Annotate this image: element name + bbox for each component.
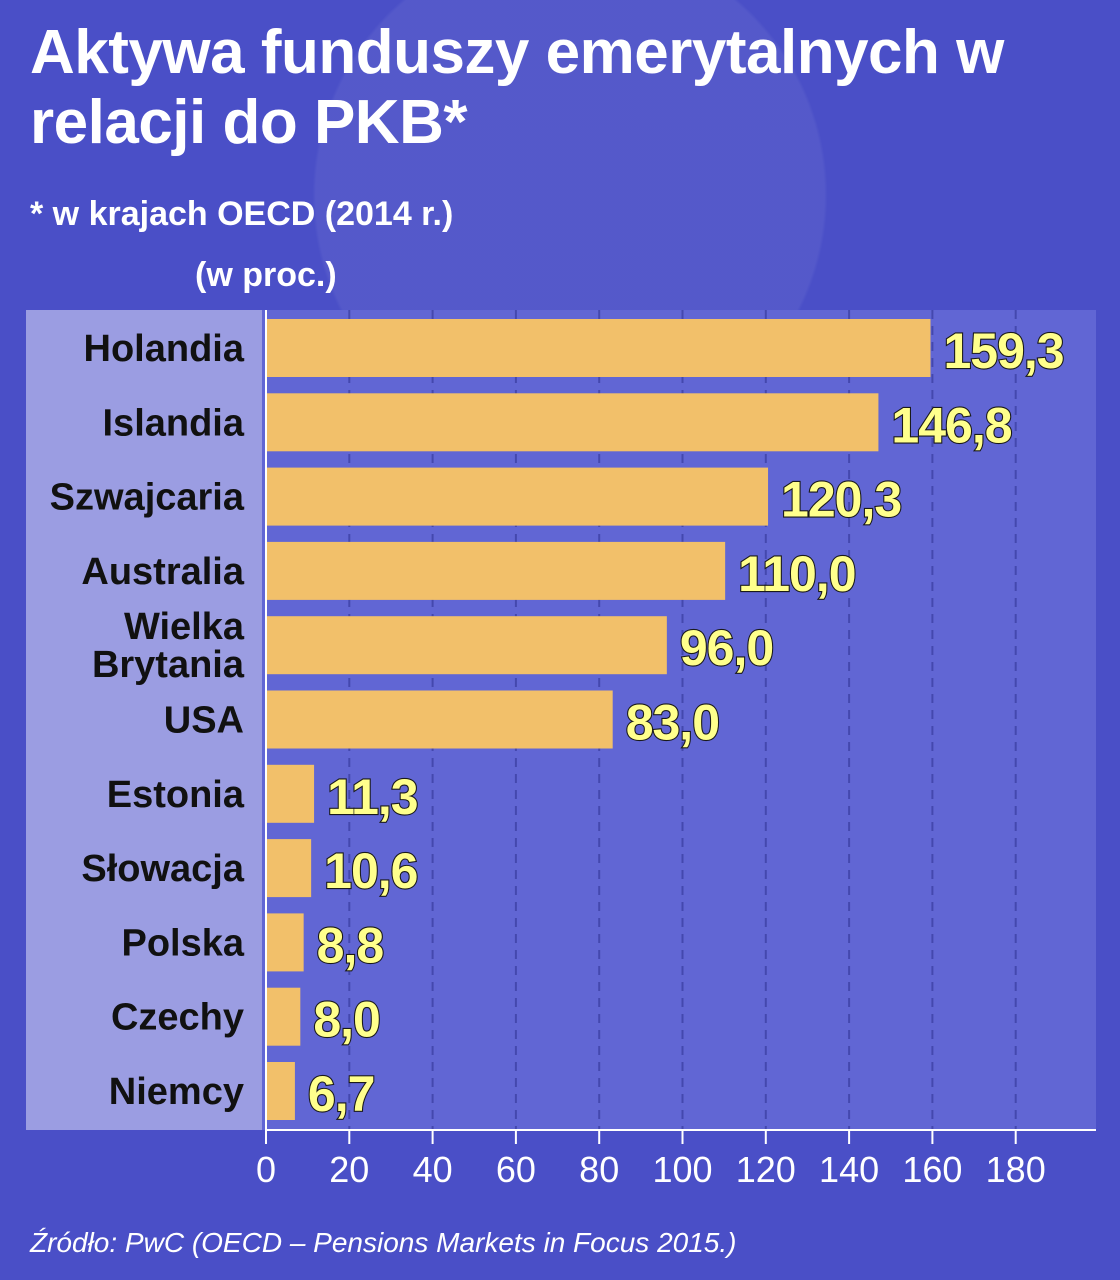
unit-label: (w proc.) [195, 256, 337, 294]
x-tick-label-140: 140 [819, 1149, 879, 1190]
category-label-8: Słowacja [81, 848, 244, 890]
value-label-10: 8,0 [313, 992, 380, 1048]
chart-title: Aktywa funduszy emerytalnych w relacji d… [30, 18, 1004, 157]
bar-10 [267, 987, 301, 1046]
bar-3 [267, 467, 769, 526]
bar-11 [267, 1062, 295, 1120]
value-label-11: 6,7 [308, 1066, 375, 1122]
x-tick-label-60: 60 [496, 1149, 536, 1190]
bar-4 [267, 541, 726, 600]
source-note: Źródło: PwC (OECD – Pensions Markets in … [30, 1227, 737, 1258]
x-tick-label-180: 180 [986, 1149, 1046, 1190]
bar-5 [267, 616, 667, 675]
chart-subtitle: * w krajach OECD (2014 r.) [30, 195, 454, 233]
value-label-5: 96,0 [680, 620, 773, 676]
value-label-1: 159,3 [943, 323, 1063, 379]
bar-9 [267, 913, 304, 972]
category-label-1: Holandia [84, 328, 245, 370]
category-label-7: Estonia [107, 774, 245, 816]
category-label-10: Czechy [111, 997, 244, 1039]
value-label-9: 8,8 [317, 917, 384, 973]
x-tick-label-40: 40 [413, 1149, 453, 1190]
category-label-6: USA [164, 700, 244, 742]
value-label-7: 11,3 [327, 769, 418, 825]
value-label-3: 120,3 [781, 472, 901, 528]
category-label-9: Polska [121, 922, 244, 964]
category-label-11: Niemcy [109, 1071, 244, 1113]
x-tick-label-80: 80 [579, 1149, 619, 1190]
category-label-4: Australia [81, 551, 244, 593]
x-tick-label-0: 0 [256, 1149, 276, 1190]
value-label-2: 146,8 [891, 397, 1011, 453]
value-label-4: 110,0 [738, 546, 855, 602]
category-label-3: Szwajcaria [50, 477, 245, 519]
x-tick-label-120: 120 [736, 1149, 796, 1190]
bar-2 [267, 393, 879, 452]
bar-8 [267, 839, 312, 898]
value-label-8: 10,6 [324, 843, 417, 899]
value-label-6: 83,0 [626, 695, 719, 751]
bar-6 [267, 690, 613, 749]
x-tick-label-160: 160 [902, 1149, 962, 1190]
bar-1 [267, 319, 931, 377]
x-tick-label-20: 20 [329, 1149, 369, 1190]
category-label-panel [26, 310, 262, 1130]
bar-7 [267, 764, 315, 823]
x-tick-label-100: 100 [652, 1149, 712, 1190]
category-label-5: Wielka Brytania [92, 606, 245, 686]
category-label-2: Islandia [103, 402, 245, 444]
